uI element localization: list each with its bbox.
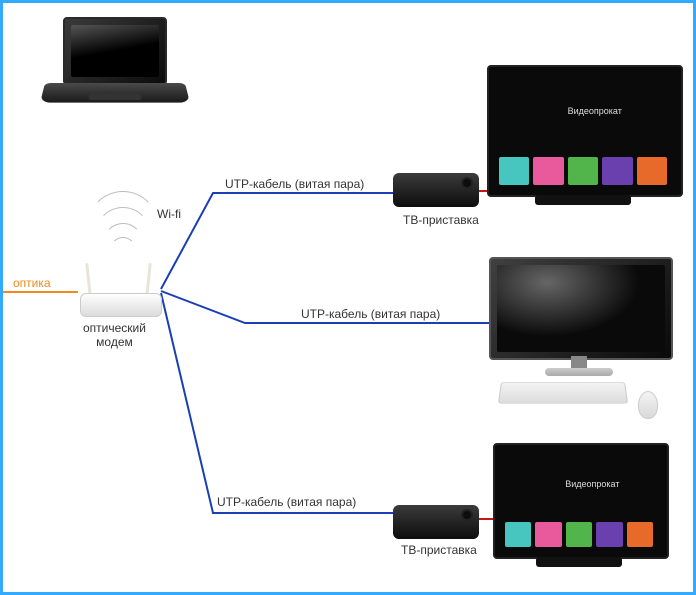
modem-device bbox=[75, 263, 165, 323]
utp-connection-line bbox=[161, 293, 395, 513]
tv-app-tile bbox=[637, 157, 667, 185]
pc-keyboard bbox=[497, 382, 627, 404]
tv-stand bbox=[535, 195, 631, 205]
laptop-base bbox=[40, 83, 190, 103]
laptop-screen bbox=[63, 17, 167, 85]
settop-box-device bbox=[393, 505, 479, 539]
pc-base bbox=[545, 368, 613, 376]
optika-label: оптика bbox=[13, 276, 51, 290]
utp-cable-label: UTP-кабель (витая пара) bbox=[217, 495, 356, 509]
settop-box-label: ТВ-приставка bbox=[401, 543, 477, 557]
tv-app-tile bbox=[566, 522, 592, 547]
tv-frame bbox=[487, 65, 683, 197]
laptop-device bbox=[45, 17, 185, 117]
tv-frame bbox=[493, 443, 669, 559]
antenna-icon bbox=[145, 263, 152, 297]
tv-banner-label: Видеопрокат bbox=[568, 106, 622, 116]
tv-device: Видеопрокат bbox=[487, 65, 679, 221]
pc-monitor bbox=[489, 257, 673, 360]
settop-box-device bbox=[393, 173, 479, 207]
tv-device: Видеопрокат bbox=[493, 443, 665, 583]
utp-connection-line bbox=[161, 193, 395, 289]
tv-stand bbox=[536, 557, 622, 567]
wifi-label: Wi-fi bbox=[157, 207, 181, 221]
pc-mouse bbox=[638, 391, 658, 419]
tv-app-tile bbox=[596, 522, 622, 547]
tv-app-tile bbox=[533, 157, 563, 185]
utp-cable-label: UTP-кабель (витая пара) bbox=[301, 307, 440, 321]
tv-app-tile bbox=[568, 157, 598, 185]
tv-app-tile bbox=[627, 522, 653, 547]
modem-label: оптический модем bbox=[83, 321, 146, 349]
tv-app-tile bbox=[602, 157, 632, 185]
antenna-icon bbox=[85, 263, 92, 297]
utp-cable-label: UTP-кабель (витая пара) bbox=[225, 177, 364, 191]
diagram-canvas: Видеопрокат Видеопрокат Wi-fi оптика опт… bbox=[0, 0, 696, 595]
tv-app-tile bbox=[505, 522, 531, 547]
tv-banner-label: Видеопрокат bbox=[565, 479, 619, 489]
settop-box-label: ТВ-приставка bbox=[403, 213, 479, 227]
desktop-pc-device bbox=[481, 257, 677, 417]
tv-app-tile bbox=[499, 157, 529, 185]
tv-app-tile bbox=[535, 522, 561, 547]
modem-body bbox=[80, 293, 162, 317]
